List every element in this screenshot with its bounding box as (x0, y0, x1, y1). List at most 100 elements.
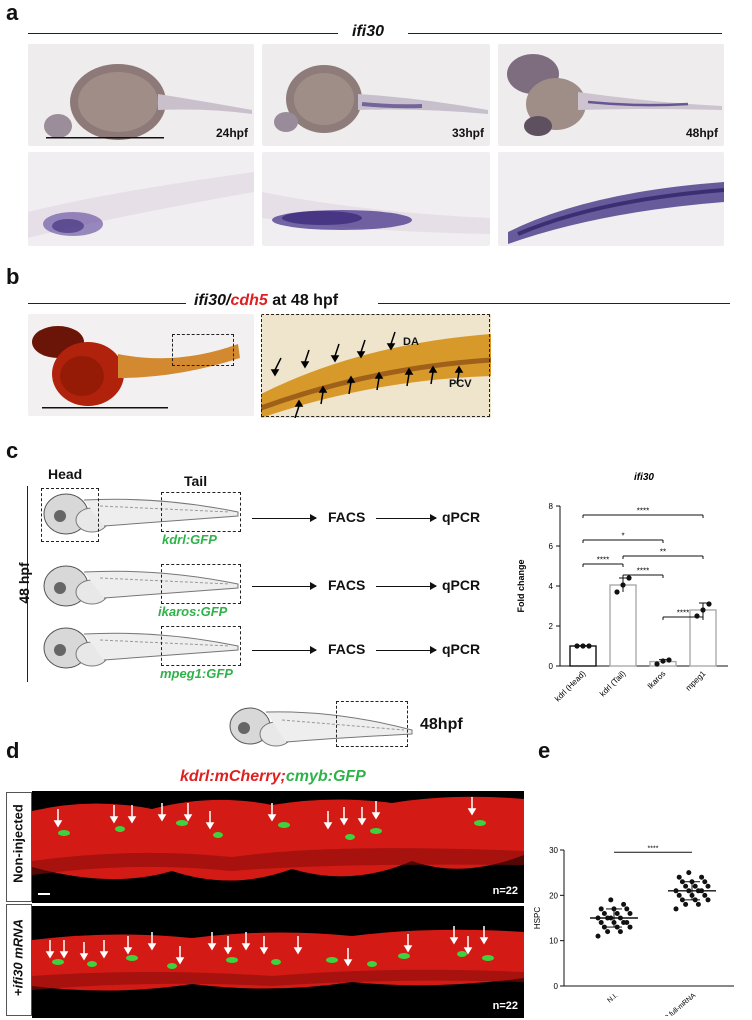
embryo-photo-24hpf: 24hpf (28, 44, 254, 146)
dot-point (601, 924, 607, 930)
dot-point (598, 920, 604, 926)
dot-point (608, 897, 614, 903)
bar-chart-ytick-label: 2 (549, 622, 554, 631)
fish-schematic-48hpf (229, 707, 413, 747)
row1-label-box (6, 792, 32, 902)
tail-region-box-48hpf (336, 701, 408, 747)
panel-d-title-red: kdrl:mCherry; (180, 768, 286, 785)
significance-label: * (621, 532, 624, 541)
bar-category-label: Ikaros (646, 669, 668, 691)
n-count-non-injected: n=22 (492, 885, 518, 897)
tail-region-box-kdrl (161, 492, 241, 532)
panel-a-rule-right (408, 33, 722, 34)
dot-chart-ylabel: HSPC (533, 907, 542, 929)
dot-point (617, 929, 623, 935)
dot-point (621, 920, 627, 926)
bar-chart-ytick-label: 6 (549, 542, 554, 551)
dot-point (624, 906, 630, 912)
line-label-ikaros: ikaros:GFP (158, 604, 228, 619)
dot-point (627, 924, 633, 930)
embryo-photo-48hpf: 48hpf (498, 44, 724, 146)
tail-region-box-ikaros (161, 564, 241, 604)
panel-b-gene1: ifi30/ (194, 292, 231, 309)
stage-bracket-line (27, 486, 28, 682)
qpcr-mpeg1: qPCR (442, 641, 481, 657)
zoom-photo-48hpf (498, 152, 724, 246)
significance-label: **** (637, 567, 649, 576)
bar-point (574, 643, 580, 649)
dot-point (601, 910, 607, 916)
bar-chart-ytick-label: 4 (549, 582, 554, 591)
row2-label: +ifi30 mRNA (11, 904, 26, 1012)
head-label: Head (48, 466, 83, 482)
dot-chart-ytick-label: 0 (554, 982, 559, 991)
label-pcv: PCV (449, 378, 472, 390)
embryo-photo-33hpf: 33hpf (262, 44, 490, 146)
dot-chart-ytick-label: 30 (549, 846, 558, 855)
bar-point (620, 582, 626, 588)
cdh5-whole-embryo-photo (28, 314, 254, 416)
cdh5-zoom-drawing (261, 331, 491, 418)
dot-chart-ytick-label: 10 (549, 937, 558, 946)
cdh5-zoom-photo: DA PCV (261, 314, 491, 418)
dot-point (692, 883, 698, 889)
embryo-33hpf-drawing (274, 65, 488, 133)
dot-category-label: N.I. (606, 992, 619, 1004)
bar-category-label: mpeg1 (684, 669, 708, 693)
bar-chart-ylabel: Fold change (516, 559, 526, 612)
zoom-48hpf-drawing (508, 182, 724, 244)
bar-1 (609, 584, 637, 667)
panel-a-letter: a (6, 0, 19, 25)
significance-label: ** (660, 548, 666, 557)
row1-label: Non-injected (10, 804, 26, 883)
confocal-non-injected-drawing (32, 796, 524, 895)
dot-point (686, 870, 692, 876)
bar-chart-title: ifi30 (634, 472, 654, 483)
panel-d-letter: d (6, 738, 20, 763)
significance-label: **** (597, 556, 609, 565)
panel-e-letter: e (538, 738, 551, 763)
panel-b-rule-right (378, 303, 730, 304)
dot-point (614, 910, 620, 916)
dot-point (679, 897, 685, 903)
stage-label-33hpf: 33hpf (451, 126, 484, 140)
confocal-image-ifi30-mrna: n=22 (32, 906, 524, 1018)
bar-point (666, 657, 672, 663)
dot-point (705, 897, 711, 903)
label-da: DA (403, 336, 419, 348)
stage-label-48hpf: 48hpf (685, 126, 718, 140)
dot-significance-label: **** (648, 845, 659, 852)
zoom-33hpf-drawing (262, 192, 490, 234)
dot-point (627, 910, 633, 916)
bar-point (626, 575, 632, 581)
panel-b-letter: b (6, 264, 20, 289)
bar-category-label: kdrl (Tail) (598, 669, 628, 699)
bar-point (614, 589, 620, 595)
arrow-facs-to-qpcr-kdrl (376, 514, 437, 522)
line-label-kdrl: kdrl:GFP (162, 532, 217, 547)
bar-0 (569, 645, 597, 667)
arrow-facs-to-qpcr-ikaros (376, 582, 437, 590)
arrow-facs-to-qpcr-mpeg1 (376, 646, 437, 654)
row2-label-prefix: + (10, 988, 26, 996)
stage-label-d: 48hpf (420, 716, 463, 733)
stage-side-label: 48 hpf (16, 562, 32, 604)
arrow-kdrl-to-facs (252, 514, 317, 522)
dot-point (702, 879, 708, 885)
n-count-ifi30: n=22 (492, 1000, 518, 1012)
hspc-dot-plot: 0 10 20 30 HSPC N.I. +ifi30 full-mRNA **** (533, 845, 734, 1016)
tail-region-box-mpeg1 (161, 626, 241, 666)
tail-label: Tail (184, 473, 208, 489)
dot-point (605, 929, 611, 935)
bar-point (706, 601, 712, 607)
head-region-box (41, 488, 99, 542)
panel-d-title-green: cmyb:GFP (285, 768, 366, 785)
line-label-mpeg1: mpeg1:GFP (160, 666, 233, 681)
dot-point (676, 892, 682, 898)
panel-a-rule-left (28, 33, 338, 34)
panel-c-letter: c (6, 438, 19, 463)
arrow-ikaros-to-facs (252, 582, 317, 590)
significance-label: **** (637, 507, 649, 516)
qpcr-kdrl: qPCR (442, 509, 481, 525)
panel-b-rule-left (28, 303, 186, 304)
